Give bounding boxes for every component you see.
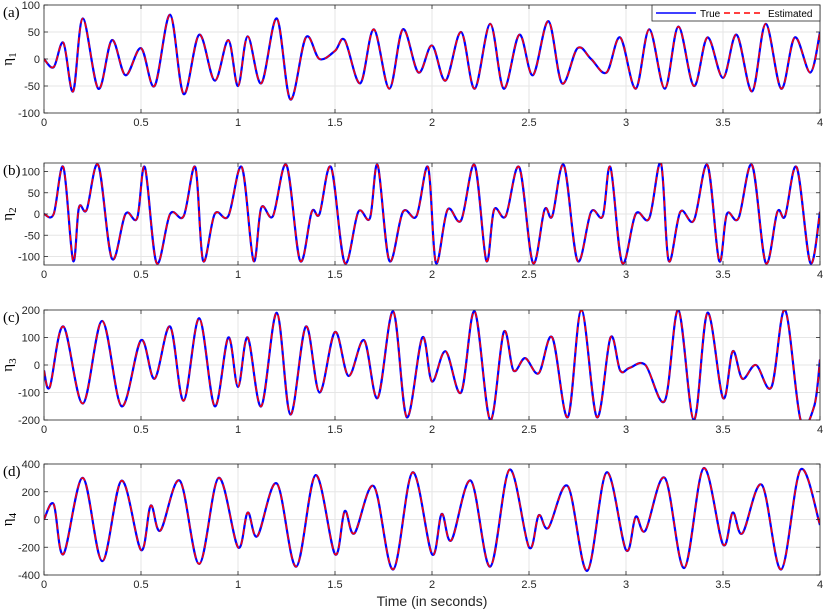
y-tick-label: 0 <box>34 360 40 372</box>
y-tick-label: 100 <box>22 333 40 345</box>
x-tick-label: 4 <box>817 579 823 591</box>
y-axis-label: η4 <box>0 512 19 526</box>
x-tick-label: 0 <box>41 579 47 591</box>
legend-label-estimated: Estimated <box>768 9 812 20</box>
x-tick-label: 3.5 <box>715 269 730 281</box>
y-tick-label: 200 <box>22 487 40 499</box>
x-tick-label: 1.5 <box>327 117 342 129</box>
x-tick-label: 1.5 <box>327 579 342 591</box>
x-tick-label: 1 <box>235 579 241 591</box>
series-line-estimated <box>44 310 820 420</box>
y-tick-label: 100 <box>22 167 40 179</box>
x-tick-label: 1.5 <box>327 424 342 436</box>
y-tick-label: -400 <box>18 570 40 582</box>
x-tick-label: 2 <box>429 269 435 281</box>
y-axis-label: η3 <box>0 358 19 372</box>
x-tick-label: 2.5 <box>521 117 536 129</box>
x-tick-label: 2 <box>429 579 435 591</box>
x-tick-label: 3.5 <box>715 424 730 436</box>
y-tick-label: 200 <box>22 305 40 317</box>
legend: True Estimated <box>651 4 821 22</box>
panel-3: 0 0.5 1 1.5 2 2.5 3 3.5 4 -200 -100 0 100 200(c) η3 <box>0 305 823 436</box>
x-tick-label: 2.5 <box>521 579 536 591</box>
y-tick-label: -100 <box>18 108 40 120</box>
y-tick-label: -50 <box>24 230 40 242</box>
y-tick-label: 50 <box>28 27 40 39</box>
x-tick-label: 2 <box>429 424 435 436</box>
y-tick-label: 0 <box>34 209 40 221</box>
x-axis-label: Time (in seconds) <box>377 593 488 609</box>
legend-label-true: True <box>700 9 721 20</box>
x-tick-label: 1 <box>235 117 241 129</box>
panel-label: (a) <box>3 5 20 21</box>
x-tick-label: 4 <box>817 117 823 129</box>
series-line-estimated <box>44 163 820 265</box>
x-tick-label: 3.5 <box>715 117 730 129</box>
y-tick-label: -200 <box>18 542 40 554</box>
panel-label: (d) <box>3 464 21 480</box>
x-tick-label: 3.5 <box>715 579 730 591</box>
x-tick-label: 4 <box>817 424 823 436</box>
x-tick-label: 1.5 <box>327 269 342 281</box>
x-tick-label: 2.5 <box>521 424 536 436</box>
x-tick-label: 3 <box>623 579 629 591</box>
x-tick-label: 0.5 <box>133 579 148 591</box>
y-tick-label: -200 <box>18 415 40 427</box>
y-tick-label: -100 <box>18 252 40 264</box>
panel-label: (b) <box>3 163 21 179</box>
y-tick-label: 100 <box>22 0 40 12</box>
x-tick-label: 3 <box>623 424 629 436</box>
y-axis-label: η1 <box>0 52 19 65</box>
panel-1: 0 0.5 1 1.5 2 2.5 3 3.5 4 -100 -50 0 50 100(a) η1 True E… <box>0 0 823 129</box>
x-tick-label: 2 <box>429 117 435 129</box>
y-tick-label: -100 <box>18 388 40 400</box>
x-tick-label: 0 <box>41 269 47 281</box>
x-tick-label: 3 <box>623 269 629 281</box>
series-line-estimated <box>44 467 820 572</box>
x-tick-label: 0.5 <box>133 117 148 129</box>
x-tick-label: 3 <box>623 117 629 129</box>
x-tick-label: 2.5 <box>521 269 536 281</box>
y-tick-label: 50 <box>28 188 40 200</box>
x-tick-label: 0.5 <box>133 424 148 436</box>
x-tick-label: 0 <box>41 117 47 129</box>
x-tick-label: 4 <box>817 269 823 281</box>
panel-2: 0 0.5 1 1.5 2 2.5 3 3.5 4 -100 -50 0 50 100(b) η2 <box>0 162 823 281</box>
y-tick-label: 400 <box>22 459 40 471</box>
x-tick-label: 1 <box>235 269 241 281</box>
y-tick-label: 0 <box>34 54 40 66</box>
panel-4: 0 0.5 1 1.5 2 2.5 3 3.5 4 -400 -200 0 200 400(d) η4 <box>0 459 823 591</box>
y-tick-label: 0 <box>34 515 40 527</box>
x-tick-label: 0.5 <box>133 269 148 281</box>
x-tick-label: 0 <box>41 424 47 436</box>
y-tick-label: -50 <box>24 81 40 93</box>
y-axis-label: η2 <box>0 207 19 220</box>
panel-label: (c) <box>3 310 20 326</box>
x-tick-label: 1 <box>235 424 241 436</box>
series-line-estimated <box>44 13 820 101</box>
